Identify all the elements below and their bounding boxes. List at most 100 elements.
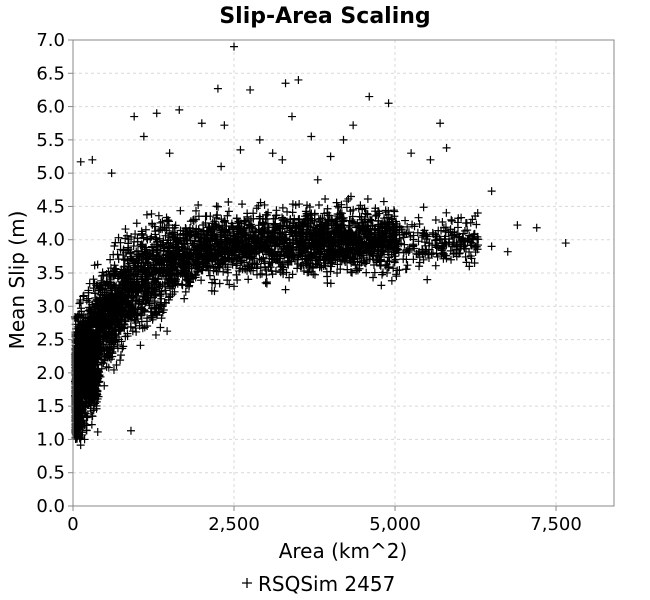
scatter-points bbox=[70, 42, 570, 450]
data-point bbox=[326, 259, 335, 268]
data-point bbox=[402, 246, 411, 255]
data-point bbox=[132, 272, 141, 281]
data-point bbox=[221, 233, 230, 242]
data-point bbox=[136, 341, 145, 350]
data-point bbox=[279, 222, 288, 231]
data-point bbox=[267, 231, 276, 240]
data-point bbox=[202, 249, 211, 258]
data-point bbox=[99, 340, 108, 349]
data-point bbox=[78, 334, 87, 343]
data-point bbox=[92, 301, 101, 310]
data-point bbox=[189, 260, 198, 269]
data-point bbox=[211, 279, 220, 288]
data-point bbox=[369, 242, 378, 251]
data-point bbox=[414, 237, 423, 246]
data-point bbox=[86, 373, 95, 382]
data-point bbox=[287, 226, 296, 235]
data-point bbox=[123, 231, 132, 240]
data-point bbox=[217, 232, 226, 241]
data-point bbox=[204, 223, 213, 232]
data-point bbox=[395, 265, 404, 274]
data-point bbox=[210, 287, 219, 296]
data-point bbox=[193, 266, 202, 275]
data-point bbox=[267, 250, 276, 259]
data-point bbox=[339, 246, 348, 255]
data-point bbox=[323, 250, 332, 259]
data-point bbox=[252, 204, 261, 213]
data-point bbox=[180, 244, 189, 253]
data-point bbox=[174, 270, 183, 279]
data-point bbox=[85, 313, 94, 322]
data-point bbox=[75, 299, 84, 308]
data-point bbox=[213, 245, 222, 254]
data-point bbox=[166, 292, 175, 301]
data-point bbox=[199, 226, 208, 235]
data-point bbox=[409, 241, 418, 250]
data-point bbox=[140, 323, 149, 332]
data-point bbox=[323, 220, 332, 229]
data-point bbox=[75, 338, 84, 347]
data-point bbox=[142, 317, 151, 326]
data-point bbox=[351, 246, 360, 255]
data-point bbox=[173, 235, 182, 244]
data-point bbox=[274, 258, 283, 267]
data-point bbox=[201, 257, 210, 266]
data-point bbox=[271, 267, 280, 276]
data-point bbox=[261, 263, 270, 272]
data-point bbox=[438, 217, 447, 226]
data-point bbox=[367, 228, 376, 237]
data-point bbox=[179, 234, 188, 243]
data-point bbox=[310, 210, 319, 219]
data-point bbox=[121, 268, 130, 277]
data-point bbox=[202, 212, 211, 221]
data-point bbox=[110, 241, 119, 250]
data-point bbox=[390, 258, 399, 267]
data-point bbox=[212, 267, 221, 276]
data-point bbox=[189, 217, 198, 226]
data-point bbox=[470, 242, 479, 251]
data-point bbox=[98, 268, 107, 277]
data-point bbox=[244, 275, 253, 284]
grid-lines bbox=[72, 39, 614, 507]
data-point bbox=[329, 234, 338, 243]
data-point bbox=[127, 297, 136, 306]
data-point bbox=[92, 323, 101, 332]
data-point bbox=[166, 274, 175, 283]
data-point bbox=[329, 248, 338, 257]
data-point bbox=[465, 262, 474, 271]
data-point bbox=[73, 331, 82, 340]
data-point bbox=[102, 362, 111, 371]
data-point bbox=[96, 319, 105, 328]
data-point bbox=[333, 202, 342, 211]
data-point bbox=[175, 258, 184, 267]
data-point bbox=[286, 245, 295, 254]
data-point bbox=[79, 292, 88, 301]
data-point bbox=[234, 221, 243, 230]
data-point bbox=[363, 243, 372, 252]
data-point bbox=[167, 262, 176, 271]
data-point bbox=[148, 246, 157, 255]
data-point bbox=[115, 306, 124, 315]
data-point bbox=[113, 250, 122, 259]
data-point bbox=[159, 236, 168, 245]
data-point bbox=[382, 260, 391, 269]
data-point bbox=[308, 263, 317, 272]
data-point bbox=[90, 261, 99, 270]
data-point bbox=[374, 217, 383, 226]
data-point bbox=[363, 194, 372, 203]
data-point bbox=[331, 240, 340, 249]
data-point bbox=[113, 344, 122, 353]
data-point bbox=[157, 294, 166, 303]
data-point bbox=[288, 200, 297, 209]
data-point bbox=[121, 225, 130, 234]
data-point bbox=[313, 229, 322, 238]
data-point bbox=[141, 225, 150, 234]
data-point bbox=[206, 242, 215, 251]
data-point bbox=[384, 210, 393, 219]
data-point bbox=[131, 230, 140, 239]
data-point bbox=[305, 202, 314, 211]
data-point bbox=[462, 258, 471, 267]
data-point bbox=[123, 286, 132, 295]
data-point bbox=[157, 314, 166, 323]
data-point bbox=[97, 271, 106, 280]
